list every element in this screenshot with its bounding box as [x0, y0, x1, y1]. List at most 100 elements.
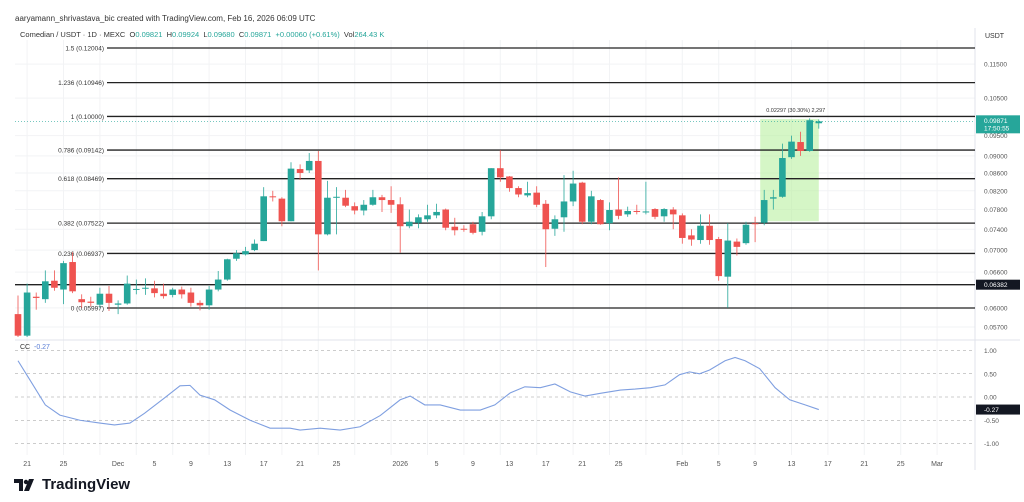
indicator-name: CC [20, 344, 30, 351]
price-axis-label: 0.08600 [984, 170, 1008, 177]
support-price-tag [976, 279, 1020, 290]
price-axis-label: 0.07400 [984, 227, 1008, 234]
candle-body [533, 192, 540, 205]
price-axis-label: 0.07000 [984, 248, 1008, 255]
candle-body [797, 142, 804, 151]
time-axis-label: Feb [676, 461, 688, 468]
logo-text: TradingView [42, 476, 131, 493]
candle-body [14, 314, 22, 336]
candle-body [487, 168, 495, 217]
price-axis-label: 0.05700 [984, 325, 1008, 332]
tradingview-logo-icon [14, 478, 34, 491]
support-price-label: 0.06382 [984, 282, 1008, 289]
candle-body [42, 281, 49, 300]
indicator-value-tag [976, 404, 1020, 415]
time-axis-label: 5 [717, 461, 721, 468]
tradingview-logo[interactable]: TradingView [14, 476, 130, 493]
candle-body [779, 158, 786, 197]
time-axis-label: 21 [860, 461, 868, 468]
fib-level-label: 0.382 (0.07522) [58, 221, 104, 228]
candle-body [569, 183, 577, 202]
candle-body [560, 201, 568, 218]
candle-body [442, 209, 449, 228]
indicator-axis-label: -0.50 [984, 418, 999, 425]
candle-body [260, 196, 267, 242]
open-label: O [129, 30, 136, 39]
candle-body [114, 303, 122, 305]
fib-level-label: 0.618 (0.08469) [58, 176, 104, 183]
indicator-value-label: -0.27 [984, 407, 999, 414]
indicator-value: -0.27 [34, 344, 50, 351]
candle-body [60, 263, 67, 290]
candle-body [633, 210, 641, 212]
candle-body [770, 197, 777, 199]
candle-body [142, 287, 149, 289]
time-axis-label: 13 [788, 461, 796, 468]
fib-level-label: 0 (0.05997) [71, 306, 104, 313]
candle-body [123, 283, 131, 304]
time-axis-label: 25 [333, 461, 341, 468]
candle-body [469, 224, 477, 233]
candle-body [424, 215, 431, 220]
candle-body [105, 293, 113, 303]
candle-body [679, 215, 686, 238]
countdown-label: 17:50:55 [984, 125, 1010, 132]
candle-body [806, 120, 813, 151]
candle-body [742, 224, 750, 244]
price-axis-label: 0.06600 [984, 270, 1008, 277]
time-axis-label: 13 [506, 461, 514, 468]
candle-body [315, 160, 322, 235]
candle-body [433, 211, 440, 216]
candle-body [524, 193, 531, 196]
candle-body [87, 301, 95, 303]
last-price-label: 0.09871 [984, 118, 1008, 125]
time-axis-label: 9 [471, 461, 475, 468]
price-axis-label: 0.09500 [984, 133, 1008, 140]
candle-body [396, 204, 404, 227]
candle-body [697, 225, 704, 241]
price-axis-label: 0.07800 [984, 207, 1008, 214]
high-value: 0.09924 [172, 30, 200, 39]
candle-body [688, 235, 695, 240]
candle-body [160, 293, 167, 297]
candle-body [151, 288, 158, 294]
time-axis-label: 25 [60, 461, 68, 468]
candle-body [360, 204, 368, 211]
time-axis-label: 5 [153, 461, 157, 468]
close-label: C [238, 30, 245, 39]
low-value: 0.09680 [207, 30, 235, 39]
time-axis-label: 9 [189, 461, 193, 468]
candle-body [96, 293, 104, 305]
indicator-axis-label: -1.00 [984, 441, 999, 448]
price-chart[interactable]: USDT 0.02297 (30.30%) 2,297 1.5 (0.12004) 1… [0, 0, 1024, 475]
candle-body [760, 200, 768, 223]
candle-body [378, 197, 386, 201]
time-axis-label: 25 [897, 461, 905, 468]
last-price-tag [976, 115, 1020, 134]
symbol-name[interactable]: Comedian / USDT · 1D · MEXC [20, 30, 126, 39]
candle-body [342, 197, 349, 206]
candle-body [606, 210, 613, 224]
candle-body [478, 216, 486, 232]
close-value: 0.09871 [244, 30, 272, 39]
candle-body [551, 219, 559, 229]
candle-body [706, 225, 713, 241]
time-axis-label: 21 [23, 461, 31, 468]
candle-body [451, 226, 459, 231]
price-axis-label: 0.06000 [984, 305, 1008, 312]
time-axis-label: Mar [931, 461, 944, 468]
candle-body [497, 168, 504, 178]
candle-body [169, 289, 176, 295]
time-axis-label: 17 [824, 461, 832, 468]
fib-level-label: 1.236 (0.10946) [58, 80, 104, 87]
candle-body [724, 240, 732, 277]
time-axis-label: Dec [112, 461, 125, 468]
time-axis-label: 13 [223, 461, 231, 468]
candle-body [214, 279, 222, 290]
candle-body [224, 259, 231, 280]
candle-body [233, 253, 240, 259]
candle-body [305, 160, 313, 171]
candle-body [369, 197, 377, 205]
time-axis-label: 17 [260, 461, 268, 468]
candle-body [578, 182, 586, 222]
